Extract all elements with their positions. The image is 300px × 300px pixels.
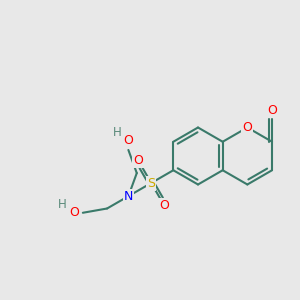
Text: H: H [58, 198, 66, 211]
Text: O: O [242, 121, 252, 134]
Text: O: O [159, 199, 169, 212]
Text: O: O [133, 154, 143, 167]
Text: O: O [123, 134, 133, 148]
Text: N: N [124, 190, 133, 203]
Text: O: O [267, 104, 277, 117]
Text: O: O [69, 206, 79, 219]
Text: S: S [147, 176, 155, 190]
Text: H: H [112, 126, 121, 139]
